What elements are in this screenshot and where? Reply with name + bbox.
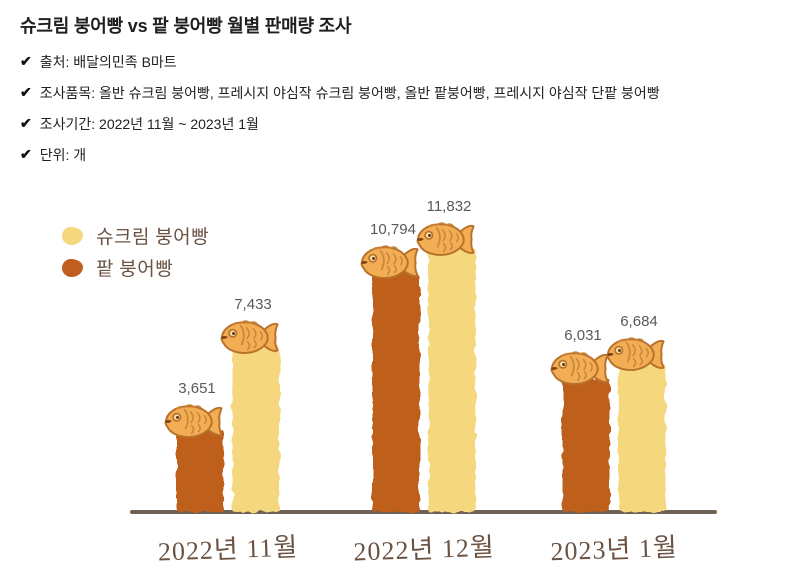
bungeoppang-icon [164,404,223,438]
value-label-cream-1: 11,832 [427,198,472,215]
legend-label-redbean: 팥 붕어빵 [96,259,174,280]
bar-redbean-2 [562,378,610,512]
x-axis-label-0: 2022년 11월 [157,532,299,567]
bullet-source: ✔ 출처: 배달의민족 B마트 [20,46,660,77]
bullet-unit-text: 단위: 개 [39,146,87,163]
bar-cream-2 [618,364,666,512]
bar-chart: 3,651 7,433 10,794 11,832 6,031 6,684 [130,198,717,514]
bar-cream-1 [428,249,476,512]
check-icon: ✔ [20,146,32,162]
bar-redbean-1 [372,272,420,512]
bar-cream-0 [232,347,280,512]
bullet-items: ✔ 조사품목: 올반 슈크림 붕어빵, 프레시지 야심작 슈크림 붕어빵, 올반… [20,77,660,108]
value-label-cream-0: 7,433 [234,296,272,313]
bungeoppang-icon [606,337,665,371]
page-title: 슈크림 붕어빵 vs 팥 붕어빵 월별 판매량 조사 [20,16,352,36]
bullet-unit: ✔ 단위: 개 [20,139,660,170]
legend-item-redbean: 팥 붕어빵 [62,258,209,280]
value-label-cream-2: 6,684 [620,313,658,330]
legend: 슈크림 붕어빵 팥 붕어빵 [62,226,209,280]
value-label-redbean-2: 6,031 [564,327,602,344]
bullet-period-text: 조사기간: 2022년 11월 ~ 2023년 1월 [39,115,259,132]
summary-bullet-list: ✔ 출처: 배달의민족 B마트 ✔ 조사품목: 올반 슈크림 붕어빵, 프레시지… [20,46,660,170]
bullet-items-text: 조사품목: 올반 슈크림 붕어빵, 프레시지 야심작 슈크림 붕어빵, 올반 팥… [39,84,660,101]
value-label-redbean-1: 10,794 [370,221,416,238]
bullet-source-text: 출처: 배달의민족 B마트 [39,53,177,70]
bungeoppang-icon [360,245,419,279]
check-icon: ✔ [20,84,32,100]
legend-label-cream: 슈크림 붕어빵 [96,227,210,248]
check-icon: ✔ [20,115,32,131]
x-axis-label-2: 2023년 1월 [549,532,679,567]
legend-item-cream: 슈크림 붕어빵 [62,226,209,248]
legend-swatch-redbean [62,258,83,277]
bungeoppang-icon [416,222,475,256]
bungeoppang-icon [550,351,609,385]
bullet-period: ✔ 조사기간: 2022년 11월 ~ 2023년 1월 [20,108,660,139]
x-axis-label-1: 2022년 12월 [352,532,496,567]
value-label-redbean-0: 3,651 [178,380,216,397]
bar-redbean-0 [176,431,224,512]
check-icon: ✔ [20,53,32,69]
legend-swatch-cream [62,226,83,245]
bungeoppang-icon [220,320,279,354]
